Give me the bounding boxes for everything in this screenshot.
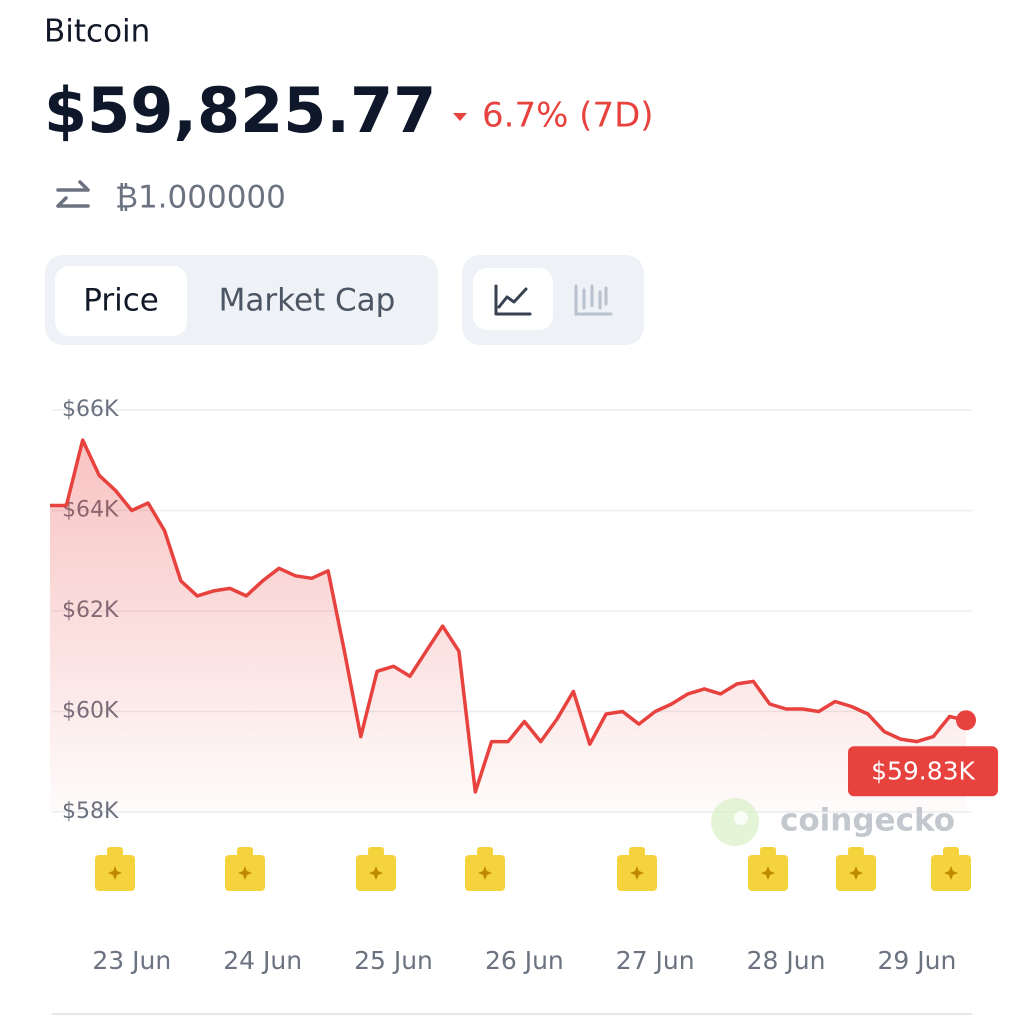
- price: $59,825.77: [44, 74, 436, 147]
- event-marker[interactable]: [356, 847, 396, 891]
- coin-name: Bitcoin: [44, 14, 150, 50]
- watermark-logo-eye: [734, 811, 748, 825]
- x-tick-label: 28 Jun: [747, 946, 826, 975]
- tab-market-cap[interactable]: Market Cap: [219, 283, 396, 319]
- event-marker[interactable]: [95, 847, 135, 891]
- event-marker[interactable]: [225, 847, 265, 891]
- tab-price[interactable]: Price: [83, 283, 159, 319]
- event-marker[interactable]: [931, 847, 971, 891]
- event-marker[interactable]: [465, 847, 505, 891]
- price-area: [50, 440, 966, 812]
- btc-amount: ₿1.000000: [115, 180, 286, 216]
- x-tick-label: 25 Jun: [354, 946, 433, 975]
- watermark-logo: [711, 798, 759, 846]
- x-tick-label: 24 Jun: [223, 946, 302, 975]
- badge-background: [848, 746, 998, 797]
- price-change: 6.7% (7D): [482, 96, 654, 136]
- y-tick-label: $66K: [62, 397, 119, 422]
- value-label: $59.83K: [871, 756, 975, 785]
- x-tick-label: 27 Jun: [616, 946, 695, 975]
- candle-chart-toggle[interactable]: [574, 284, 613, 316]
- line-chart-toggle[interactable]: [473, 268, 553, 330]
- watermark: coingecko: [780, 803, 955, 839]
- price-line: [50, 438, 967, 794]
- event-marker[interactable]: [748, 847, 788, 891]
- event-marker[interactable]: [617, 847, 657, 891]
- line-chart-icon: [494, 284, 532, 316]
- x-tick-label: 29 Jun: [878, 946, 957, 975]
- last-price-dot: [956, 710, 976, 731]
- x-tick-label: 23 Jun: [92, 946, 171, 975]
- event-markers: [95, 847, 971, 891]
- swap-icon: [56, 180, 90, 208]
- tab-active[interactable]: [55, 266, 187, 336]
- x-tick-label: 26 Jun: [485, 946, 564, 975]
- last-price-badge: $59.83K: [848, 746, 998, 797]
- down-arrow: [453, 113, 467, 121]
- event-marker[interactable]: [836, 847, 876, 891]
